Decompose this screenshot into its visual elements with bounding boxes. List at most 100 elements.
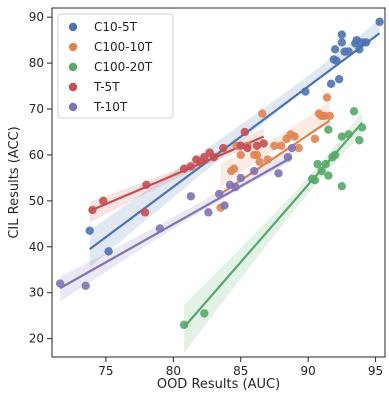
x-tick-label: 75 [98, 364, 113, 378]
point-c100-10t [290, 132, 299, 141]
legend-marker-t-10t [68, 102, 78, 112]
y-axis-label: CIL Results (ACC) [7, 126, 22, 238]
fit-line-t-10t [59, 156, 293, 290]
point-t-10t [55, 279, 65, 288]
legend-marker-c100-10t [68, 42, 78, 52]
legend: C10-5T C100-10T C100-20T T-5T T-10T [57, 13, 174, 119]
x-tick-label: 85 [233, 364, 248, 378]
point-t-10t [220, 201, 229, 210]
point-c100-20t [349, 107, 359, 116]
point-t-5t [186, 162, 196, 171]
point-c10-5t [85, 226, 94, 235]
legend-marker-t-5t [68, 82, 78, 92]
point-t-5t [259, 139, 268, 148]
data-points [55, 17, 384, 330]
point-t-10t [155, 224, 165, 233]
point-c10-5t [337, 38, 347, 47]
x-tick-label: 95 [368, 364, 383, 378]
point-c100-10t [236, 150, 245, 160]
point-c100-10t [322, 93, 332, 102]
point-c100-10t [310, 134, 320, 144]
point-c10-5t [326, 79, 336, 88]
point-c10-5t [337, 30, 347, 39]
y-tick-label: 90 [29, 10, 44, 24]
point-c100-10t [325, 111, 334, 121]
legend-label-t-10t: T-10T [93, 100, 128, 114]
point-t-5t [252, 141, 262, 150]
y-tick-label: 60 [29, 148, 44, 162]
point-c100-10t [255, 157, 264, 167]
point-c100-20t [179, 320, 189, 330]
point-c100-10t [294, 143, 303, 153]
legend-label-c100-20t: C100-20T [94, 60, 153, 74]
point-c10-5t [332, 56, 341, 66]
point-t-10t [283, 153, 293, 162]
fit-line-c100-10t [219, 119, 331, 195]
legend-label-c10-5t: C10-5T [94, 20, 138, 34]
point-t-10t [204, 208, 213, 217]
legend-label-c100-10t: C100-10T [94, 40, 153, 54]
point-c100-20t [313, 159, 322, 169]
x-axis-label: OOD Results (AUC) [157, 377, 280, 392]
point-t-10t [287, 143, 297, 153]
point-t-10t [214, 189, 224, 199]
point-c10-5t [330, 45, 340, 54]
point-c100-10t [270, 141, 279, 150]
point-t-5t [209, 153, 218, 162]
point-c100-10t [276, 141, 286, 150]
x-tick-label: 80 [166, 364, 181, 378]
y-tick-label: 30 [29, 286, 44, 300]
point-t-5t [243, 143, 252, 153]
point-c10-5t [104, 247, 113, 256]
legend-label-t-5t: T-5T [93, 80, 120, 94]
point-t-10t [274, 169, 283, 178]
point-c10-5t [334, 74, 344, 84]
point-c10-5t [375, 17, 384, 26]
y-tick-label: 80 [29, 56, 44, 70]
x-tick-label: 90 [301, 364, 316, 378]
point-c100-20t [337, 181, 347, 191]
legend-box [57, 13, 174, 119]
point-t-5t [179, 164, 189, 173]
legend-marker-c100-20t [68, 62, 78, 72]
y-tick-label: 40 [29, 240, 44, 254]
legend-marker-c10-5t [68, 22, 78, 32]
point-c100-20t [330, 150, 340, 160]
point-c100-20t [355, 136, 364, 145]
point-c100-20t [357, 123, 367, 132]
point-c10-5t [355, 45, 364, 54]
point-c100-10t [258, 109, 267, 118]
point-t-5t [236, 141, 245, 150]
fit-line-c10-5t [89, 32, 381, 250]
point-t-10t [236, 173, 245, 183]
plot-frame [51, 7, 386, 358]
point-c100-20t [337, 132, 347, 141]
point-c100-20t [324, 171, 333, 180]
y-tick-label: 70 [29, 102, 44, 116]
point-t-10t [81, 281, 90, 291]
point-c100-20t [344, 130, 353, 139]
y-tick-label: 20 [29, 332, 44, 346]
point-t-10t [231, 182, 240, 192]
point-c100-10t [263, 155, 272, 164]
x-axis-ticks: 75 80 85 90 95 [98, 357, 383, 378]
point-t-5t [240, 127, 249, 137]
y-tick-label: 50 [29, 194, 44, 208]
point-c100-20t [310, 176, 320, 185]
point-c100-20t [317, 166, 326, 176]
point-t-10t [250, 166, 259, 176]
point-t-5t [219, 143, 228, 153]
point-t-10t [186, 192, 196, 201]
point-c10-5t [361, 38, 371, 47]
point-c100-20t [321, 159, 330, 169]
point-t-5t [88, 205, 97, 215]
point-t-5t [99, 196, 108, 206]
point-t-5t [140, 208, 150, 217]
point-c100-20t [200, 309, 209, 318]
point-c100-10t [252, 150, 262, 160]
y-axis-ticks: 20 30 40 50 60 70 80 90 [29, 10, 52, 346]
point-c10-5t [344, 47, 353, 56]
point-t-5t [142, 180, 151, 189]
point-c100-20t [324, 125, 333, 134]
